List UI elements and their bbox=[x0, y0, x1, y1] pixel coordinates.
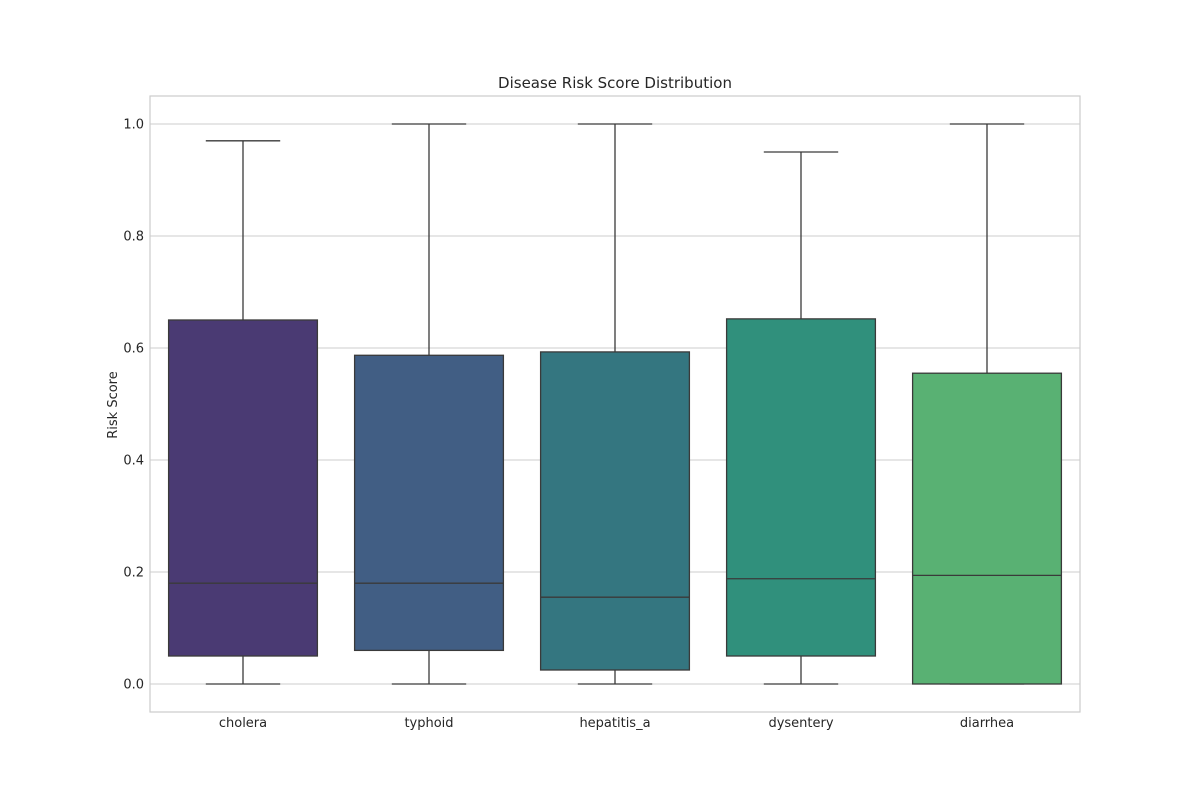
box-hepatitis_a bbox=[539, 123, 691, 685]
x-tick-label: typhoid bbox=[404, 716, 453, 731]
x-tick-label: dysentery bbox=[768, 716, 833, 731]
iqr-box bbox=[353, 354, 505, 652]
iqr-box bbox=[167, 319, 319, 657]
iqr-box bbox=[725, 318, 877, 657]
chart-title: Disease Risk Score Distribution bbox=[498, 74, 732, 92]
x-tick-label: diarrhea bbox=[960, 716, 1014, 731]
iqr-box bbox=[539, 351, 691, 671]
box-cholera bbox=[167, 140, 319, 685]
x-tick-label: hepatitis_a bbox=[579, 716, 650, 731]
y-tick-labels: 0.0 0.2 0.4 0.6 0.8 1.0 bbox=[123, 118, 144, 693]
y-tick-label: 0.0 bbox=[123, 678, 144, 693]
plot-frame bbox=[149, 95, 1081, 713]
y-tick-label: 0.2 bbox=[123, 566, 144, 581]
y-axis-label: Risk Score bbox=[106, 371, 121, 439]
y-tick-label: 0.4 bbox=[123, 454, 144, 469]
y-tick-label: 1.0 bbox=[123, 118, 144, 133]
iqr-box bbox=[911, 372, 1063, 685]
boxes bbox=[167, 123, 1063, 685]
y-tick-label: 0.6 bbox=[123, 342, 144, 357]
y-tick-label: 0.8 bbox=[123, 230, 144, 245]
box-typhoid bbox=[353, 123, 505, 685]
x-tick-labels: cholera typhoid hepatitis_a dysentery diarrh… bbox=[219, 716, 1014, 731]
box-dysentery bbox=[725, 151, 877, 685]
box-diarrhea bbox=[911, 123, 1063, 685]
x-tick-label: cholera bbox=[219, 716, 267, 731]
